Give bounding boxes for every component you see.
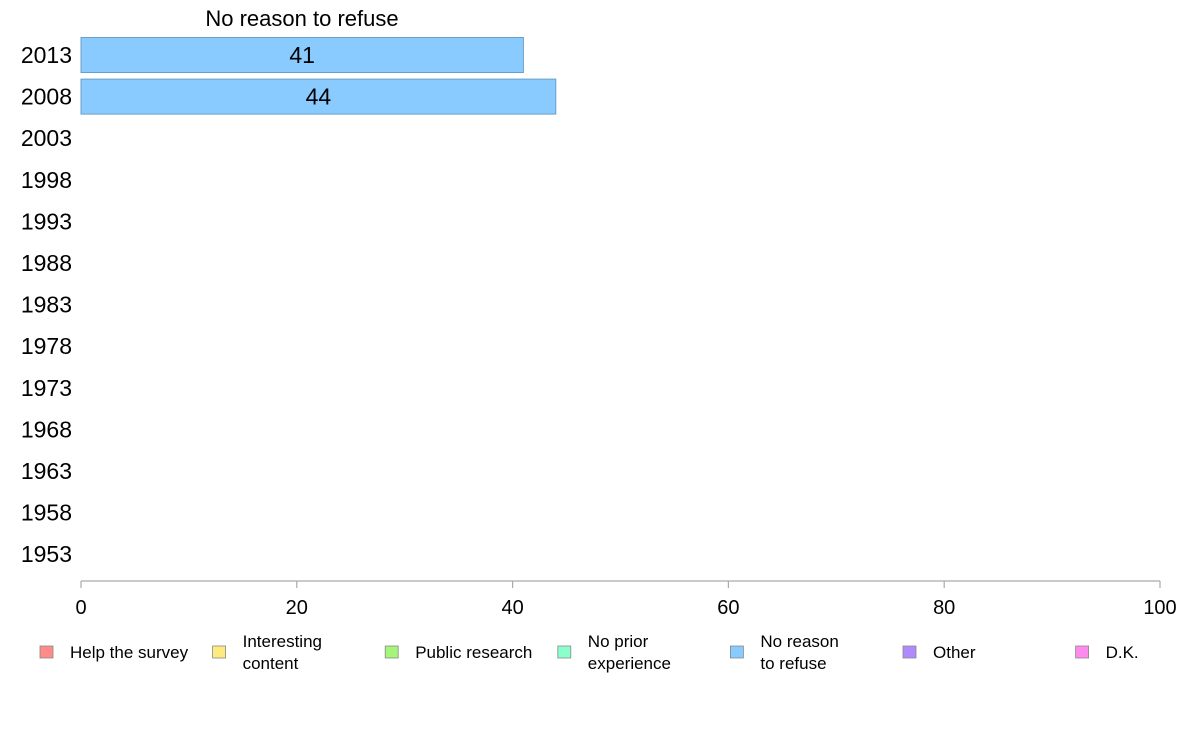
legend: Help the survey Interesting content Public …: [39, 632, 1139, 673]
y-tick-label: 2013: [21, 42, 72, 68]
y-tick-label: 1998: [21, 167, 72, 193]
x-tick-label: 60: [717, 597, 739, 619]
y-tick-label: 1983: [21, 292, 72, 318]
y-axis-labels: 2013 2008 2003 1998 1993 1988 1983 1978 1973 1968…: [21, 42, 72, 567]
y-tick-label: 1993: [21, 208, 72, 234]
legend-label: experience: [588, 654, 671, 673]
legend-swatch: [557, 645, 572, 659]
legend-swatch: [1075, 645, 1089, 659]
legend-swatch: [902, 645, 917, 659]
legend-swatch: [39, 645, 54, 659]
y-tick-label: 1968: [21, 416, 72, 442]
x-tick-label: 80: [933, 597, 955, 619]
legend-swatch: [212, 645, 227, 659]
bar: [80, 37, 524, 73]
x-tick-label: 0: [75, 597, 86, 619]
legend-label: to refuse: [760, 654, 826, 673]
chart-title: No reason to refuse: [205, 6, 398, 31]
legend-label: Public research: [415, 643, 532, 662]
y-tick-label: 1988: [21, 250, 72, 276]
legend-swatch: [730, 645, 744, 659]
legend-label: Other: [933, 643, 976, 662]
legend-label: content: [243, 654, 299, 673]
y-tick-label: 2003: [21, 125, 72, 151]
legend-label: Help the survey: [70, 643, 189, 662]
x-tick-label: 100: [1143, 597, 1176, 619]
y-tick-label: 1958: [21, 500, 72, 526]
y-tick-label: 2008: [21, 84, 72, 110]
x-tick-label: 40: [501, 597, 523, 619]
x-tick-label: 20: [286, 597, 308, 619]
legend-label: No prior: [588, 632, 649, 651]
y-tick-label: 1963: [21, 458, 72, 484]
bar-data-label: 41: [289, 42, 315, 68]
legend-swatch: [384, 645, 399, 659]
bar-data-label: 44: [306, 84, 332, 110]
y-tick-label: 1973: [21, 375, 72, 401]
y-tick-label: 1953: [21, 541, 72, 567]
bars-group: 41 44: [80, 37, 557, 115]
bar: [80, 78, 557, 115]
legend-label: Interesting: [243, 632, 322, 651]
x-axis: 0 20 40 60 80 100: [75, 580, 1177, 619]
legend-label: No reason: [760, 632, 838, 651]
legend-label: D.K.: [1106, 643, 1139, 662]
y-tick-label: 1978: [21, 333, 72, 359]
